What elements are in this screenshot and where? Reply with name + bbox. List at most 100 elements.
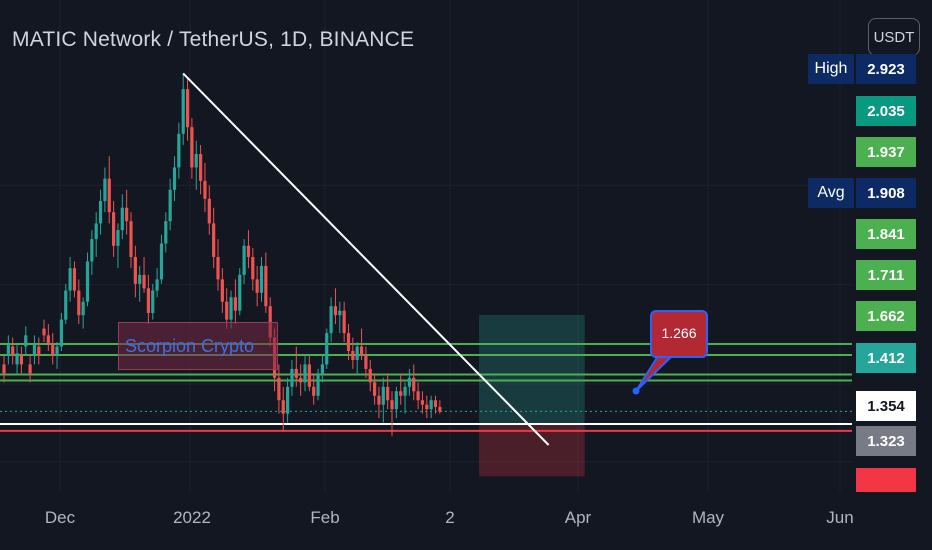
candle-body — [168, 189, 172, 222]
candle-body — [77, 290, 81, 316]
candle-body — [125, 207, 129, 222]
candle-body — [316, 373, 320, 396]
candle-body — [312, 386, 316, 396]
candle-body — [28, 364, 32, 374]
candlesticks — [2, 73, 442, 437]
price-label: 1.841 — [856, 219, 916, 249]
candle-body — [112, 212, 116, 246]
x-tick-label: Apr — [564, 508, 592, 527]
candle-body — [403, 386, 407, 396]
candle-body — [320, 364, 324, 374]
candle-body — [242, 245, 246, 275]
candle-body — [11, 346, 15, 356]
callout-anchor — [632, 387, 640, 395]
candle-body — [346, 333, 351, 351]
candle-body — [185, 89, 190, 128]
candle-body — [15, 353, 19, 365]
price-label: 1.937 — [856, 137, 916, 167]
price-label: 1.662 — [856, 301, 916, 331]
candle-body — [24, 335, 28, 347]
price-tag-avg: Avg — [808, 178, 854, 208]
price-label: 1.412 — [856, 343, 916, 373]
candle-body — [420, 400, 425, 405]
candle-body — [19, 355, 23, 365]
candle-body — [329, 306, 333, 334]
candle-body — [94, 223, 98, 240]
price-label: 1.354 — [856, 391, 916, 421]
candle-body — [307, 364, 311, 387]
candle-body — [342, 310, 346, 334]
candle-body — [394, 391, 398, 410]
callout-label: 1.266 — [661, 325, 696, 341]
candle-body — [290, 368, 294, 387]
candle-body — [172, 167, 177, 190]
candle-body — [199, 154, 203, 181]
candle-body — [355, 346, 359, 360]
candle-body — [72, 268, 77, 291]
candle-body — [164, 221, 168, 244]
candle-body — [212, 223, 216, 257]
candle-body — [390, 400, 394, 410]
candle-body — [220, 279, 224, 302]
candle-body — [299, 377, 303, 383]
candle-body — [81, 301, 85, 316]
price-callout[interactable]: 1.266 — [632, 310, 708, 395]
candle-body — [303, 364, 307, 383]
candle-body — [416, 391, 420, 401]
candle-body — [333, 306, 338, 316]
candle-body — [59, 319, 63, 347]
candle-body — [294, 368, 298, 378]
price-label: 2.923 — [856, 54, 916, 84]
candle-body — [438, 406, 442, 412]
candle-body — [64, 290, 68, 320]
candle-body — [151, 290, 155, 313]
trendline — [182, 72, 550, 446]
price-label: 1.711 — [856, 260, 916, 290]
candle-body — [55, 346, 59, 356]
x-tick-label: 2 — [445, 508, 455, 527]
candle-body — [407, 377, 411, 387]
candle-body — [129, 221, 133, 257]
profit-zone — [479, 314, 585, 424]
candle-body — [359, 346, 364, 356]
candle-body — [142, 274, 146, 289]
callout-box — [650, 310, 708, 358]
candle-body — [246, 245, 251, 257]
candle-body — [338, 310, 342, 316]
price-label: 1.323 — [856, 426, 916, 456]
x-tick-label: May — [691, 508, 725, 527]
candle-body — [42, 328, 46, 336]
candle-body — [68, 268, 72, 291]
candle-body — [6, 344, 10, 356]
candle-body — [233, 297, 237, 311]
candle-body — [90, 239, 94, 262]
candle-body — [98, 201, 103, 224]
candle-body — [181, 89, 185, 134]
chart-title: MATIC Network / TetherUS, 1D, BINANCE — [12, 28, 415, 51]
candle-body — [325, 333, 329, 365]
candle-body — [2, 364, 6, 374]
candle-body — [351, 350, 355, 360]
candle-body — [433, 400, 438, 407]
candle-body — [37, 346, 41, 356]
candle-body — [399, 391, 403, 396]
chart-grid — [0, 0, 852, 492]
candle-body — [146, 288, 150, 313]
candle-body — [138, 274, 142, 284]
price-tag-high: High — [808, 54, 854, 84]
candle-body — [412, 377, 416, 392]
loss-zone — [479, 423, 585, 477]
candle-body — [238, 274, 242, 311]
candle-body — [216, 256, 220, 280]
candle-body — [268, 306, 272, 338]
price-label-partial — [856, 468, 916, 492]
candle-body — [207, 198, 211, 224]
candle-body — [277, 377, 281, 401]
watermark-label: Scorpion Crypto — [118, 322, 278, 370]
candle-body — [286, 386, 290, 414]
candle-body — [159, 243, 164, 280]
candle-body — [203, 180, 207, 199]
candle-body — [255, 279, 259, 293]
currency-button[interactable]: USDT — [868, 18, 920, 56]
